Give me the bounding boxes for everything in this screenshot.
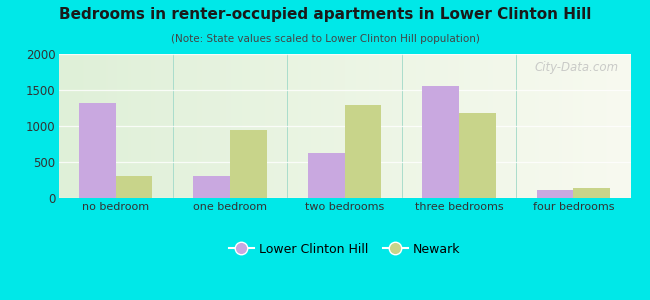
Bar <box>344 105 381 198</box>
Bar <box>194 176 230 198</box>
Legend: Lower Clinton Hill, Newark: Lower Clinton Hill, Newark <box>224 238 465 261</box>
Bar <box>422 86 459 198</box>
Text: City-Data.com: City-Data.com <box>535 61 619 74</box>
Bar <box>230 130 266 198</box>
Bar <box>537 190 573 198</box>
Bar <box>116 176 152 198</box>
Bar <box>79 103 116 198</box>
Bar <box>573 188 610 198</box>
Text: (Note: State values scaled to Lower Clinton Hill population): (Note: State values scaled to Lower Clin… <box>170 34 480 44</box>
Bar <box>308 153 344 198</box>
Text: Bedrooms in renter-occupied apartments in Lower Clinton Hill: Bedrooms in renter-occupied apartments i… <box>58 8 592 22</box>
Bar <box>459 113 495 198</box>
